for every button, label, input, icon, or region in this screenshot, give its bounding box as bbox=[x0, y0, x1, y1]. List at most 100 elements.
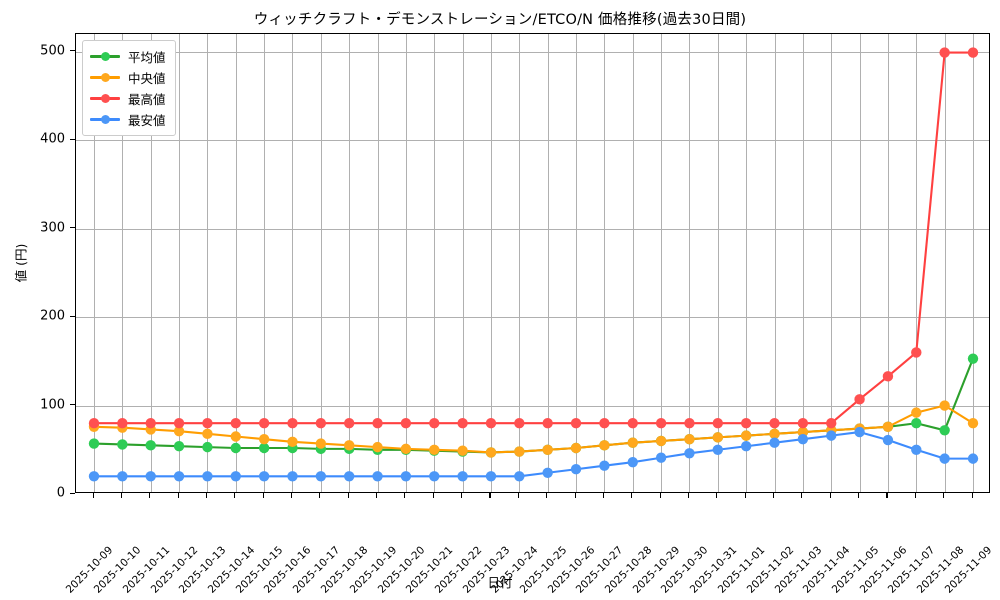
y-axis-label: 値 (円) bbox=[13, 243, 29, 283]
data-point bbox=[258, 418, 270, 429]
data-point bbox=[230, 431, 241, 442]
x-tick-mark bbox=[120, 493, 122, 498]
legend-marker-icon bbox=[90, 71, 120, 85]
data-point bbox=[400, 418, 412, 429]
x-tick-mark bbox=[716, 493, 718, 498]
data-point bbox=[684, 418, 695, 429]
gridline-vertical bbox=[944, 34, 946, 492]
y-tick-label: 200 bbox=[40, 308, 65, 324]
gridline-vertical bbox=[746, 34, 748, 492]
x-tick-mark bbox=[319, 493, 321, 498]
legend-label: 最高値 bbox=[128, 92, 166, 107]
gridline-horizontal bbox=[76, 228, 989, 230]
data-point bbox=[258, 442, 270, 454]
gridline-vertical bbox=[774, 34, 776, 492]
data-point bbox=[173, 418, 185, 429]
gridline-vertical bbox=[576, 34, 578, 492]
x-tick-mark bbox=[347, 493, 349, 498]
data-point bbox=[145, 471, 156, 482]
data-point bbox=[514, 418, 525, 429]
data-point bbox=[542, 467, 553, 478]
data-point bbox=[343, 471, 355, 482]
x-tick-mark bbox=[858, 493, 860, 498]
gridline-vertical bbox=[320, 34, 322, 492]
x-tick-mark bbox=[886, 493, 888, 498]
legend-marker-icon bbox=[90, 50, 120, 64]
data-point bbox=[570, 464, 582, 475]
data-point bbox=[343, 440, 355, 451]
data-point bbox=[230, 471, 241, 482]
data-point bbox=[145, 440, 156, 451]
data-point bbox=[202, 418, 213, 429]
data-point bbox=[967, 418, 979, 429]
data-point bbox=[542, 418, 553, 429]
data-point bbox=[599, 460, 610, 471]
y-tick-mark bbox=[70, 315, 75, 317]
data-point bbox=[230, 442, 241, 454]
data-point bbox=[854, 426, 865, 438]
x-tick-mark bbox=[149, 493, 151, 498]
data-point bbox=[258, 471, 270, 482]
gridline-vertical bbox=[973, 34, 974, 492]
gridline-horizontal bbox=[76, 317, 989, 319]
gridline-vertical bbox=[519, 34, 521, 492]
y-tick-mark bbox=[70, 492, 75, 494]
gridline-vertical bbox=[462, 34, 464, 492]
gridline-vertical bbox=[490, 34, 492, 492]
x-tick-mark bbox=[461, 493, 463, 498]
data-point bbox=[826, 418, 837, 429]
data-point bbox=[684, 448, 695, 459]
data-point bbox=[287, 436, 298, 448]
data-point bbox=[315, 418, 327, 429]
data-point bbox=[911, 347, 922, 358]
data-point bbox=[570, 418, 582, 429]
plot-area bbox=[75, 33, 990, 493]
series-lines bbox=[88, 47, 979, 482]
chart-legend: 平均値中央値最高値最安値 bbox=[82, 40, 176, 136]
legend-marker-icon bbox=[90, 92, 120, 106]
legend-item-最安値[interactable]: 最安値 bbox=[90, 109, 166, 130]
y-tick-label: 300 bbox=[40, 220, 65, 236]
data-point bbox=[202, 428, 213, 440]
x-tick-mark bbox=[773, 493, 775, 498]
legend-item-平均値[interactable]: 平均値 bbox=[90, 46, 166, 67]
y-tick-label: 400 bbox=[40, 131, 65, 147]
grid-layer bbox=[76, 34, 989, 492]
x-tick-mark bbox=[602, 493, 604, 498]
gridline-vertical bbox=[689, 34, 691, 492]
x-tick-mark bbox=[234, 493, 236, 498]
data-point bbox=[315, 438, 327, 449]
y-tick-label: 500 bbox=[40, 43, 65, 59]
gridline-horizontal bbox=[76, 140, 989, 142]
data-point bbox=[514, 446, 525, 457]
data-point bbox=[202, 441, 213, 453]
legend-label: 中央値 bbox=[128, 71, 166, 86]
data-point bbox=[173, 441, 185, 452]
gridline-vertical bbox=[150, 34, 152, 492]
data-point bbox=[967, 453, 979, 464]
x-tick-mark bbox=[92, 493, 94, 498]
data-point bbox=[372, 471, 383, 482]
data-point bbox=[769, 437, 780, 448]
chart-title: ウィッチクラフト・デモンストレーション/ETCO/N 価格推移(過去30日間) bbox=[253, 12, 747, 28]
x-axis-label: 日付 bbox=[487, 575, 513, 590]
y-tick-label: 100 bbox=[40, 397, 65, 413]
data-point bbox=[712, 444, 724, 455]
x-tick-mark bbox=[574, 493, 576, 498]
data-point bbox=[655, 452, 667, 463]
data-point bbox=[315, 471, 327, 482]
data-point bbox=[854, 394, 865, 405]
data-point bbox=[173, 471, 185, 482]
data-point bbox=[684, 433, 695, 445]
gridline-vertical bbox=[887, 34, 889, 492]
data-point bbox=[797, 418, 809, 429]
legend-item-最高値[interactable]: 最高値 bbox=[90, 88, 166, 109]
x-tick-mark bbox=[177, 493, 179, 498]
y-tick-label: 0 bbox=[56, 485, 65, 501]
data-point bbox=[117, 439, 128, 450]
legend-item-中央値[interactable]: 中央値 bbox=[90, 67, 166, 88]
data-point bbox=[740, 441, 752, 452]
data-point bbox=[173, 425, 185, 437]
x-tick-mark bbox=[829, 493, 831, 498]
legend-label: 平均値 bbox=[128, 50, 166, 65]
